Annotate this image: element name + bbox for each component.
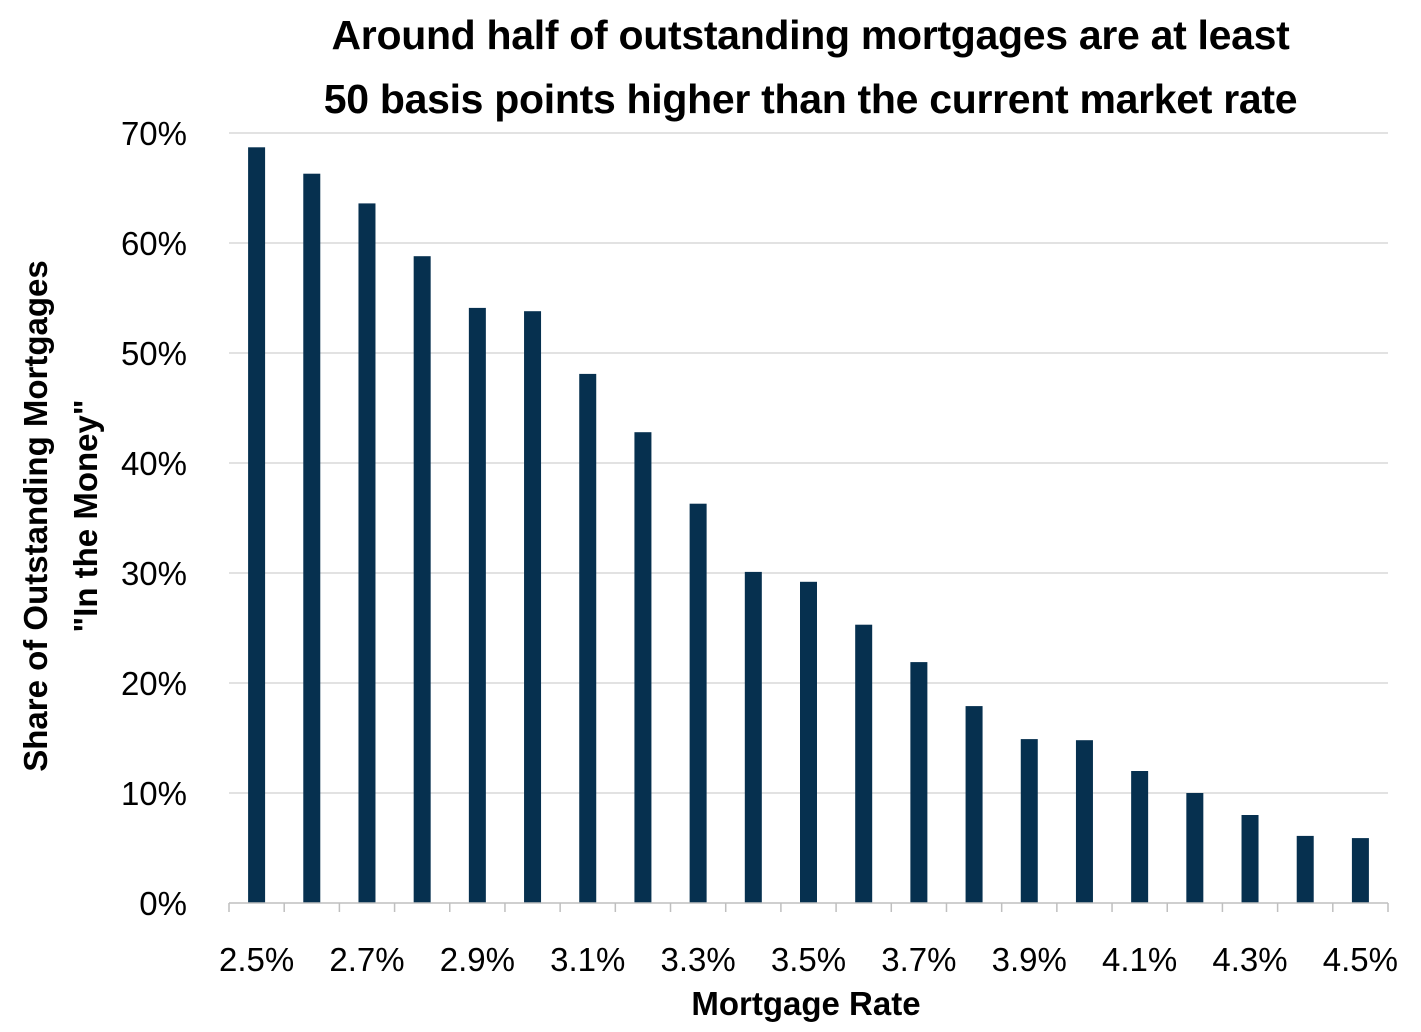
y-axis-title: Share of Outstanding Mortgages "In the M… [17,260,104,772]
bar-3.1% [579,373,597,903]
y-tick-label: 0% [139,885,187,922]
x-axis-title: Mortgage Rate [691,985,920,1022]
x-tick-label: 2.5% [219,941,294,978]
bar-4.5% [1351,838,1369,903]
x-tick-label: 2.7% [329,941,404,978]
x-axis [228,902,1389,912]
bar-4.3% [1241,815,1259,903]
bar-2.8% [413,256,431,903]
y-tick-labels: 0% 10% 20% 30% 40% 50% 60% 70% [121,115,187,922]
y-tick-label: 50% [121,335,187,372]
x-tick-label: 3.3% [661,941,736,978]
bar-4.1% [1131,771,1149,903]
y-axis-title-line-1: Share of Outstanding Mortgages [17,260,54,772]
bar-3.3% [689,503,707,903]
x-tick-label: 3.9% [992,941,1067,978]
x-tick-label: 3.1% [550,941,625,978]
bar-3.5% [800,581,817,903]
y-tick-label: 10% [121,775,187,812]
bar-2.7% [358,203,376,903]
y-tick-label: 60% [121,225,187,262]
x-tick-label: 2.9% [440,941,515,978]
chart-title-line-2: 50 basis points higher than the current … [323,76,1298,122]
bar-3.4% [744,571,762,903]
y-axis-title-line-2: "In the Money" [67,400,104,633]
x-tick-label: 3.5% [771,941,846,978]
chart-title-line-1: Around half of outstanding mortgages are… [331,12,1290,58]
bar-3.6% [855,624,873,903]
bar-2.6% [303,173,321,903]
bar-4.0% [1075,740,1093,903]
bar-3.0% [524,311,542,903]
x-tick-label: 4.1% [1102,941,1177,978]
y-tick-label: 30% [121,555,187,592]
x-tick-labels: 2.5% 2.7% 2.9% 3.1% 3.3% 3.5% 3.7% 3.9% 4.1% 4.3%… [219,941,1398,978]
bar-3.8% [965,706,983,903]
bar-4.4% [1296,835,1314,903]
bar-3.9% [1020,739,1038,903]
bar-3.2% [634,432,652,903]
y-tick-label: 40% [121,445,187,482]
bar-2.9% [468,307,486,903]
y-tick-label: 70% [121,115,187,152]
x-tick-label: 3.7% [881,941,956,978]
bar-2.5% [248,147,266,904]
y-tick-label: 20% [121,665,187,702]
bar-3.7% [910,662,928,903]
x-tick-label: 4.5% [1323,941,1398,978]
x-tick-label: 4.3% [1212,941,1287,978]
bar-4.2% [1186,793,1204,903]
bars [248,147,1369,904]
